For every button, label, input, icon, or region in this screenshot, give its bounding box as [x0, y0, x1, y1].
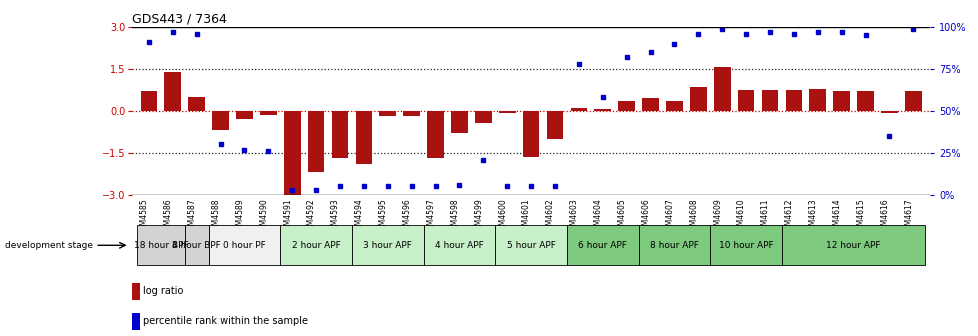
Bar [781, 225, 924, 265]
Bar [403, 111, 420, 117]
Bar [260, 111, 277, 115]
Text: 2 hour APF: 2 hour APF [291, 241, 340, 250]
Bar [832, 91, 849, 111]
Bar [499, 111, 515, 113]
Bar [546, 111, 562, 139]
Bar [423, 225, 495, 265]
Bar [474, 111, 491, 124]
Bar [761, 90, 778, 111]
Text: GSM4612: GSM4612 [784, 198, 793, 235]
Text: 8 hour APF: 8 hour APF [649, 241, 698, 250]
Text: GSM4589: GSM4589 [235, 198, 244, 235]
Bar [185, 225, 208, 265]
Text: GSM4598: GSM4598 [450, 198, 459, 235]
Text: 5 hour APF: 5 hour APF [507, 241, 555, 250]
Text: GSM4602: GSM4602 [546, 198, 555, 235]
Bar [451, 111, 467, 133]
Text: GSM4608: GSM4608 [689, 198, 697, 235]
Text: GSM4607: GSM4607 [665, 198, 674, 235]
Bar [880, 111, 897, 113]
Bar [638, 225, 710, 265]
Bar [570, 108, 587, 111]
Bar [284, 111, 300, 195]
Text: GSM4604: GSM4604 [594, 198, 602, 235]
Bar [141, 91, 157, 111]
Text: development stage: development stage [5, 241, 92, 250]
Text: GSM4597: GSM4597 [426, 198, 435, 235]
Text: log ratio: log ratio [143, 286, 183, 296]
Text: GSM4601: GSM4601 [521, 198, 530, 235]
Bar [137, 225, 185, 265]
Text: 6 hour APF: 6 hour APF [578, 241, 627, 250]
Text: 3 hour APF: 3 hour APF [363, 241, 412, 250]
Bar [737, 90, 754, 111]
Text: GSM4603: GSM4603 [569, 198, 578, 235]
Text: GSM4614: GSM4614 [832, 198, 841, 235]
Text: GSM4617: GSM4617 [904, 198, 912, 235]
Bar [426, 111, 443, 159]
Text: GSM4587: GSM4587 [188, 198, 197, 235]
Text: GSM4605: GSM4605 [617, 198, 626, 235]
Text: GSM4594: GSM4594 [354, 198, 364, 235]
Text: GSM4616: GSM4616 [879, 198, 889, 235]
Text: 4 hour APF: 4 hour APF [434, 241, 483, 250]
Bar [208, 225, 280, 265]
Bar [784, 90, 801, 111]
Text: GDS443 / 7364: GDS443 / 7364 [132, 13, 227, 26]
Text: GSM4600: GSM4600 [498, 198, 507, 235]
Bar [665, 101, 682, 111]
Bar [594, 109, 610, 111]
Text: GSM4591: GSM4591 [283, 198, 291, 235]
Bar [307, 111, 324, 172]
Bar [280, 225, 351, 265]
Text: GSM4611: GSM4611 [760, 198, 770, 235]
Text: GSM4610: GSM4610 [736, 198, 745, 235]
Text: 12 hour APF: 12 hour APF [825, 241, 880, 250]
Bar [618, 101, 635, 111]
Bar [904, 91, 920, 111]
Text: GSM4609: GSM4609 [713, 198, 722, 235]
Text: GSM4593: GSM4593 [331, 198, 339, 235]
Text: 4 hour BPF: 4 hour BPF [172, 241, 221, 250]
Text: GSM4615: GSM4615 [856, 198, 865, 235]
Bar [188, 97, 204, 111]
Bar [164, 72, 181, 111]
Bar [132, 283, 139, 300]
Bar [566, 225, 638, 265]
Bar [809, 89, 825, 111]
Bar [355, 111, 372, 164]
Text: GSM4590: GSM4590 [259, 198, 268, 235]
Text: GSM4586: GSM4586 [163, 198, 172, 235]
Bar [236, 111, 252, 119]
Text: GSM4592: GSM4592 [307, 198, 316, 235]
Bar [689, 87, 706, 111]
Bar [857, 91, 873, 111]
Bar [713, 68, 730, 111]
Text: GSM4585: GSM4585 [140, 198, 149, 235]
Bar [710, 225, 781, 265]
Text: GSM4599: GSM4599 [474, 198, 483, 235]
Text: 10 hour APF: 10 hour APF [718, 241, 773, 250]
Text: 18 hour BPF: 18 hour BPF [133, 241, 188, 250]
Text: GSM4613: GSM4613 [808, 198, 817, 235]
Text: GSM4596: GSM4596 [402, 198, 411, 235]
Bar [212, 111, 229, 130]
Bar [642, 98, 658, 111]
Text: 0 hour PF: 0 hour PF [223, 241, 266, 250]
Bar [522, 111, 539, 157]
Text: percentile rank within the sample: percentile rank within the sample [143, 317, 308, 327]
Text: GSM4606: GSM4606 [641, 198, 650, 235]
Bar [351, 225, 423, 265]
Bar [379, 111, 396, 117]
Bar [132, 313, 139, 330]
Bar [332, 111, 348, 159]
Bar [495, 225, 566, 265]
Text: GSM4588: GSM4588 [211, 198, 220, 235]
Text: GSM4595: GSM4595 [378, 198, 387, 235]
